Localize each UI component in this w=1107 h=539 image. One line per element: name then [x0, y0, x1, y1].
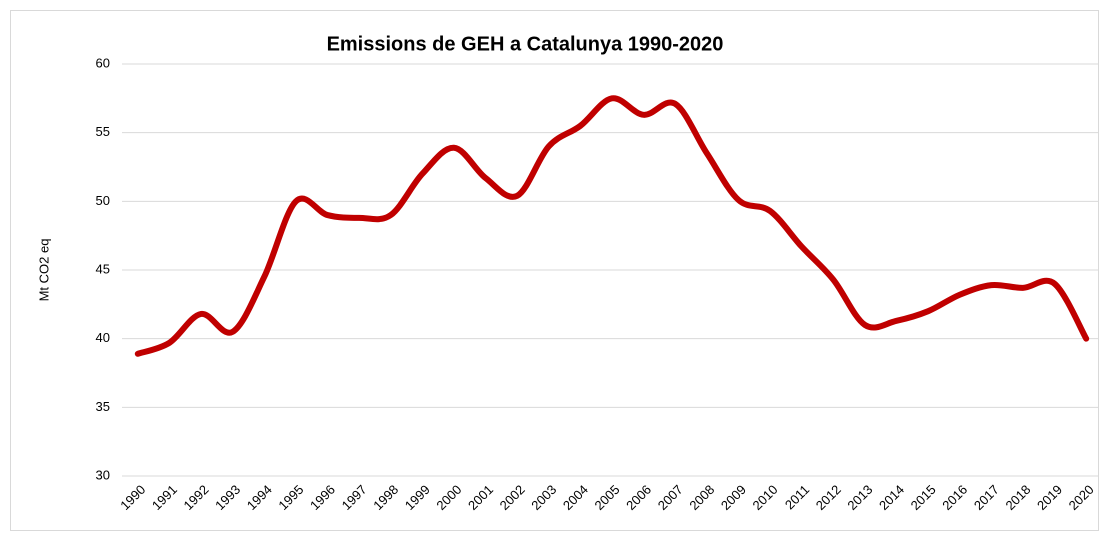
y-axis-label: Mt CO2 eq [36, 239, 51, 302]
y-tick-label: 60 [96, 55, 110, 70]
y-tick-label: 35 [96, 399, 110, 414]
y-tick-label: 30 [96, 467, 110, 482]
y-tick-label: 40 [96, 330, 110, 345]
chart-title: Emissions de GEH a Catalunya 1990-2020 [327, 33, 724, 55]
y-tick-label: 55 [96, 124, 110, 139]
y-tick-label: 45 [96, 261, 110, 276]
y-tick-label: 50 [96, 193, 110, 208]
line-series [134, 95, 1090, 357]
